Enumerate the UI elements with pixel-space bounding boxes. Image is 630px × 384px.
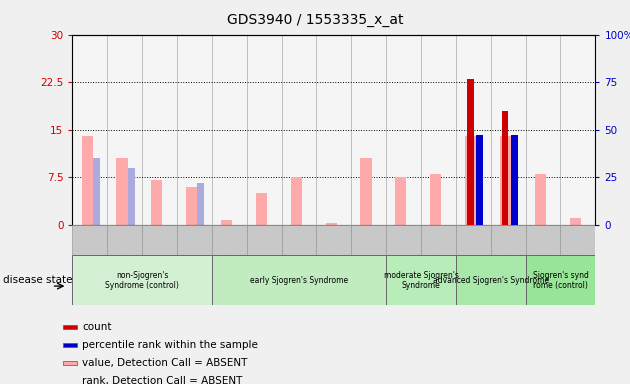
Bar xyxy=(430,174,441,225)
Bar xyxy=(212,35,247,225)
Bar xyxy=(502,111,508,225)
Text: GDS3940 / 1553335_x_at: GDS3940 / 1553335_x_at xyxy=(227,13,403,27)
Bar xyxy=(247,35,282,225)
Bar xyxy=(63,379,77,383)
Bar xyxy=(93,158,100,225)
Text: rank, Detection Call = ABSENT: rank, Detection Call = ABSENT xyxy=(83,376,243,384)
Text: percentile rank within the sample: percentile rank within the sample xyxy=(83,340,258,350)
Bar xyxy=(386,255,456,305)
Bar xyxy=(177,225,212,255)
Text: advanced Sjogren's Syndrome: advanced Sjogren's Syndrome xyxy=(433,276,549,285)
Bar xyxy=(491,35,525,225)
Bar xyxy=(456,225,491,255)
Bar xyxy=(212,225,247,255)
Bar xyxy=(127,168,134,225)
Text: Sjogren's synd
rome (control): Sjogren's synd rome (control) xyxy=(532,271,588,290)
Bar xyxy=(476,135,483,225)
Bar xyxy=(117,158,127,225)
Bar xyxy=(81,136,93,225)
Bar xyxy=(63,325,77,329)
Bar xyxy=(525,255,595,305)
Bar xyxy=(395,177,406,225)
Bar xyxy=(256,193,267,225)
Bar xyxy=(107,225,142,255)
Bar xyxy=(282,225,316,255)
Bar xyxy=(107,35,142,225)
Bar xyxy=(561,35,595,225)
Bar xyxy=(197,183,204,225)
Bar xyxy=(535,174,546,225)
Bar xyxy=(421,35,456,225)
Bar xyxy=(316,35,352,225)
Text: count: count xyxy=(83,322,112,332)
Text: early Sjogren's Syndrome: early Sjogren's Syndrome xyxy=(250,276,348,285)
Bar xyxy=(142,35,177,225)
Bar xyxy=(456,255,525,305)
Bar xyxy=(421,225,456,255)
Bar xyxy=(570,218,581,225)
Bar xyxy=(512,135,518,225)
Bar xyxy=(151,180,163,225)
Bar xyxy=(221,220,232,225)
Text: disease state: disease state xyxy=(3,275,72,285)
Bar xyxy=(72,35,107,225)
Bar xyxy=(142,225,177,255)
Bar xyxy=(186,187,197,225)
Bar xyxy=(500,136,511,225)
Bar xyxy=(63,361,77,365)
Bar xyxy=(290,177,302,225)
Bar xyxy=(247,225,282,255)
Bar xyxy=(352,35,386,225)
Bar xyxy=(352,225,386,255)
Bar xyxy=(72,255,212,305)
Bar xyxy=(72,225,107,255)
Bar xyxy=(561,225,595,255)
Text: non-Sjogren's
Syndrome (control): non-Sjogren's Syndrome (control) xyxy=(105,271,179,290)
Bar xyxy=(282,35,316,225)
Bar xyxy=(525,35,561,225)
Bar xyxy=(360,158,372,225)
Bar xyxy=(386,225,421,255)
Bar xyxy=(456,35,491,225)
Text: value, Detection Call = ABSENT: value, Detection Call = ABSENT xyxy=(83,358,248,368)
Bar xyxy=(212,255,386,305)
Bar xyxy=(491,225,525,255)
Bar xyxy=(386,35,421,225)
Bar xyxy=(316,225,352,255)
Text: moderate Sjogren's
Syndrome: moderate Sjogren's Syndrome xyxy=(384,271,459,290)
Bar xyxy=(467,79,474,225)
Bar xyxy=(177,35,212,225)
Bar xyxy=(465,136,476,225)
Bar xyxy=(525,225,561,255)
Bar xyxy=(63,343,77,347)
Bar xyxy=(326,223,336,225)
